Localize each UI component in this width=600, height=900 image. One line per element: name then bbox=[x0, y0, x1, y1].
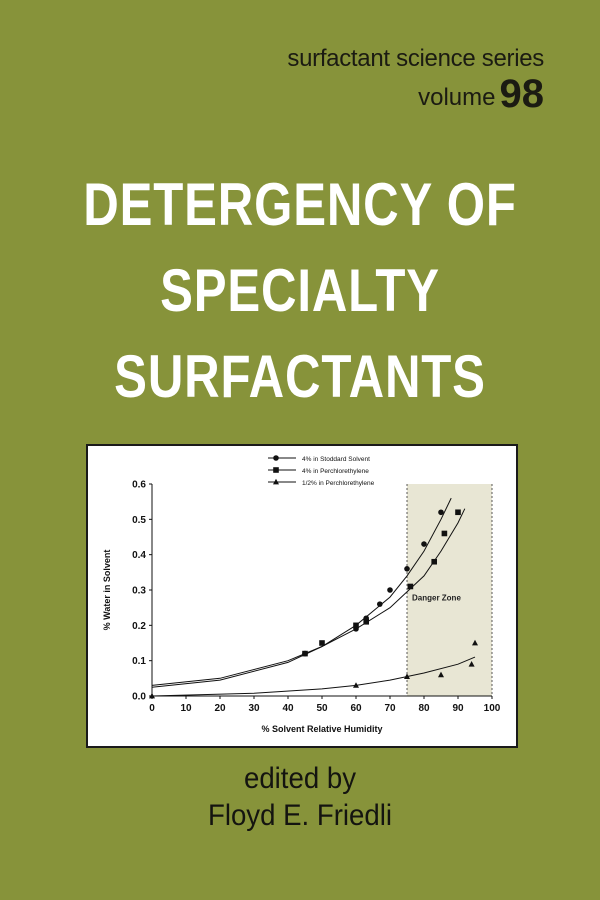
x-tick-label: 70 bbox=[384, 703, 396, 714]
series-square-point bbox=[319, 640, 325, 646]
x-tick-label: 100 bbox=[484, 703, 501, 714]
series-square-point bbox=[455, 509, 461, 516]
series-name: surfactant science series bbox=[287, 45, 544, 72]
legend-entry: 1/2% in Perchlorethylene bbox=[302, 480, 375, 487]
book-title: DETERGENCY OF SPECIALTY SURFACTANTS bbox=[0, 162, 600, 420]
x-tick-label: 0 bbox=[149, 703, 155, 714]
series-triangle-point bbox=[404, 673, 410, 679]
x-axis-label: % Solvent Relative Humidity bbox=[261, 724, 382, 734]
x-tick-label: 20 bbox=[214, 703, 226, 714]
series-circle-point bbox=[404, 566, 410, 572]
volume-row: volume 98 bbox=[287, 74, 544, 118]
danger-zone-region bbox=[407, 484, 492, 696]
series-block: surfactant science series volume 98 bbox=[287, 44, 544, 118]
y-tick-label: 0.3 bbox=[132, 586, 146, 597]
series-triangle-point bbox=[353, 682, 359, 688]
series-square-point bbox=[353, 622, 359, 629]
x-tick-label: 90 bbox=[452, 703, 464, 714]
series-circle-point bbox=[387, 587, 393, 593]
x-tick-label: 60 bbox=[350, 703, 362, 714]
series-triangle-point bbox=[472, 639, 478, 646]
danger-zone-label: Danger Zone bbox=[412, 594, 461, 603]
y-tick-label: 0.2 bbox=[132, 621, 146, 632]
series-square-fit-line bbox=[151, 508, 466, 686]
legend-marker-circle bbox=[273, 455, 279, 461]
series-square-point bbox=[407, 583, 414, 590]
edited-by: edited by bbox=[243, 762, 357, 795]
legend-marker-triangle bbox=[273, 478, 279, 485]
title-line-2: SPECIALTY bbox=[160, 257, 440, 324]
cover-chart: Danger Zone 0 10 20 30 40 50 60 70 80 90 100 0.0 0.1 0… bbox=[86, 444, 518, 748]
y-tick-label: 0.5 bbox=[132, 515, 146, 526]
legend-entry: 4% in Stoddard Solvent bbox=[302, 456, 370, 463]
legend-entry: 4% in Perchlorethylene bbox=[302, 468, 369, 475]
series-circle-point bbox=[377, 601, 383, 607]
series-triangle-point bbox=[149, 692, 155, 699]
y-tick-label: 0.6 bbox=[132, 480, 146, 491]
volume-label: volume bbox=[418, 84, 496, 111]
volume-number: 98 bbox=[499, 72, 545, 116]
y-tick-label: 0.4 bbox=[132, 550, 146, 561]
title-line-3: SURFACTANTS bbox=[114, 343, 486, 410]
series-circle-point bbox=[438, 509, 444, 516]
editor-name: Floyd E. Friedli bbox=[207, 799, 393, 832]
y-tick-label: 0.0 bbox=[132, 692, 146, 703]
credits: edited by Floyd E. Friedli bbox=[0, 762, 600, 836]
series-square-point bbox=[363, 619, 369, 625]
legend-marker-square bbox=[273, 467, 279, 473]
x-tick-label: 50 bbox=[316, 703, 328, 714]
series-square-point bbox=[441, 530, 448, 537]
series-triangle-point bbox=[468, 661, 475, 667]
series-triangle-point bbox=[438, 671, 444, 678]
series-square-point bbox=[431, 558, 437, 565]
x-tick-label: 40 bbox=[282, 703, 294, 714]
y-axis-label: % Water in Solvent bbox=[102, 550, 112, 631]
x-tick-label: 30 bbox=[248, 703, 260, 714]
x-tick-label: 10 bbox=[180, 703, 192, 714]
y-tick-label: 0.1 bbox=[132, 656, 146, 667]
series-square-point bbox=[302, 650, 308, 657]
title-line-1: DETERGENCY OF bbox=[83, 171, 517, 238]
series-circle-fit-line bbox=[151, 497, 452, 688]
series-circle-point bbox=[421, 541, 427, 547]
chart-svg: Danger Zone 0 10 20 30 40 50 60 70 80 90 100 0.0 0.1 0… bbox=[102, 455, 501, 734]
x-tick-label: 80 bbox=[418, 703, 430, 714]
series-triangle-fit-line bbox=[151, 656, 476, 697]
